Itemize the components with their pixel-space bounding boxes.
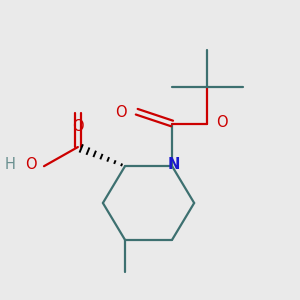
Text: O: O (25, 157, 37, 172)
Text: H: H (5, 157, 16, 172)
Text: O: O (72, 119, 84, 134)
Text: N: N (167, 157, 180, 172)
Text: O: O (115, 105, 126, 120)
Text: O: O (216, 115, 227, 130)
